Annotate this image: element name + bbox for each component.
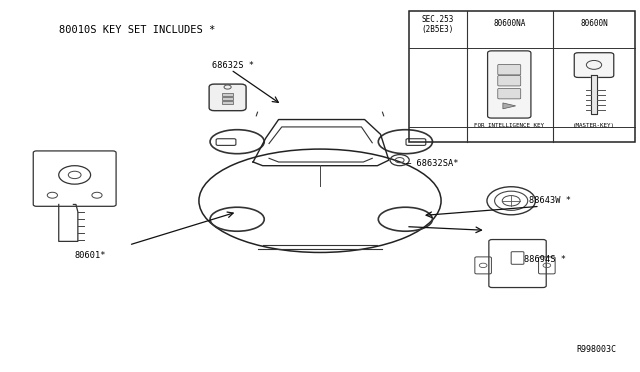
- FancyBboxPatch shape: [488, 51, 531, 118]
- FancyBboxPatch shape: [498, 76, 521, 86]
- FancyBboxPatch shape: [574, 53, 614, 77]
- Text: 80010S KEY SET INCLUDES *: 80010S KEY SET INCLUDES *: [59, 25, 215, 35]
- Text: — 68632SA*: — 68632SA*: [406, 159, 458, 168]
- Text: 68632S *: 68632S *: [212, 61, 253, 70]
- Text: (2B5E3): (2B5E3): [422, 25, 454, 33]
- FancyBboxPatch shape: [498, 89, 521, 99]
- Text: R998003C: R998003C: [576, 345, 616, 354]
- Text: 88643W *: 88643W *: [529, 196, 571, 205]
- Text: SEC.253: SEC.253: [422, 15, 454, 24]
- FancyBboxPatch shape: [209, 84, 246, 111]
- Text: (MASTER-KEY): (MASTER-KEY): [573, 123, 615, 128]
- Text: 80601*: 80601*: [75, 251, 106, 260]
- Bar: [222, 97, 233, 100]
- Text: 80600N: 80600N: [580, 19, 608, 28]
- Polygon shape: [591, 75, 597, 114]
- Bar: [222, 101, 233, 103]
- Bar: [409, 11, 636, 142]
- Text: 80600NA: 80600NA: [493, 19, 525, 28]
- Polygon shape: [503, 103, 516, 109]
- Text: 88694S *: 88694S *: [524, 255, 566, 264]
- Bar: [222, 93, 233, 96]
- FancyBboxPatch shape: [498, 64, 521, 75]
- Text: FOR INTELLIGENCE KEY: FOR INTELLIGENCE KEY: [474, 123, 544, 128]
